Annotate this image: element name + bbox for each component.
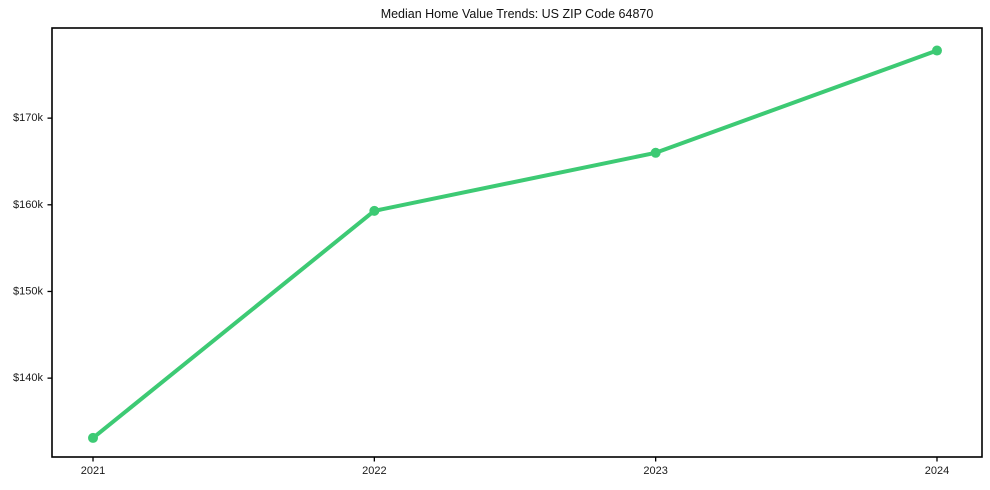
data-line — [91, 48, 939, 440]
data-point — [369, 205, 380, 216]
x-tick-label: 2023 — [643, 465, 667, 477]
plot-border — [51, 27, 983, 458]
data-point — [931, 45, 942, 56]
chart-title: Median Home Value Trends: US ZIP Code 64… — [380, 7, 654, 21]
x-tick-label: 2021 — [81, 465, 105, 477]
data-point — [650, 147, 661, 158]
y-tick-label: $170k — [13, 112, 43, 124]
x-tick-label: 2024 — [925, 465, 949, 477]
y-tick-label: $150k — [13, 285, 43, 297]
y-tick-label: $160k — [13, 199, 43, 211]
x-tick-label: 2022 — [362, 465, 386, 477]
data-point — [88, 432, 99, 443]
y-tick-label: $140k — [13, 372, 43, 384]
